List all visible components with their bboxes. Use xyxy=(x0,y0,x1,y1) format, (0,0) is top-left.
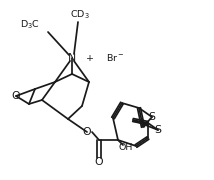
Text: D$_3$C: D$_3$C xyxy=(20,19,40,31)
Text: O: O xyxy=(83,127,91,137)
Text: S: S xyxy=(155,125,162,135)
Text: S: S xyxy=(149,112,156,122)
Text: O: O xyxy=(12,91,20,101)
Text: +: + xyxy=(86,53,94,62)
Text: CD$_3$: CD$_3$ xyxy=(70,9,90,21)
Text: N: N xyxy=(68,53,76,63)
Text: Br$^-$: Br$^-$ xyxy=(106,51,124,62)
Text: OH: OH xyxy=(119,143,133,152)
Text: O: O xyxy=(95,157,103,167)
